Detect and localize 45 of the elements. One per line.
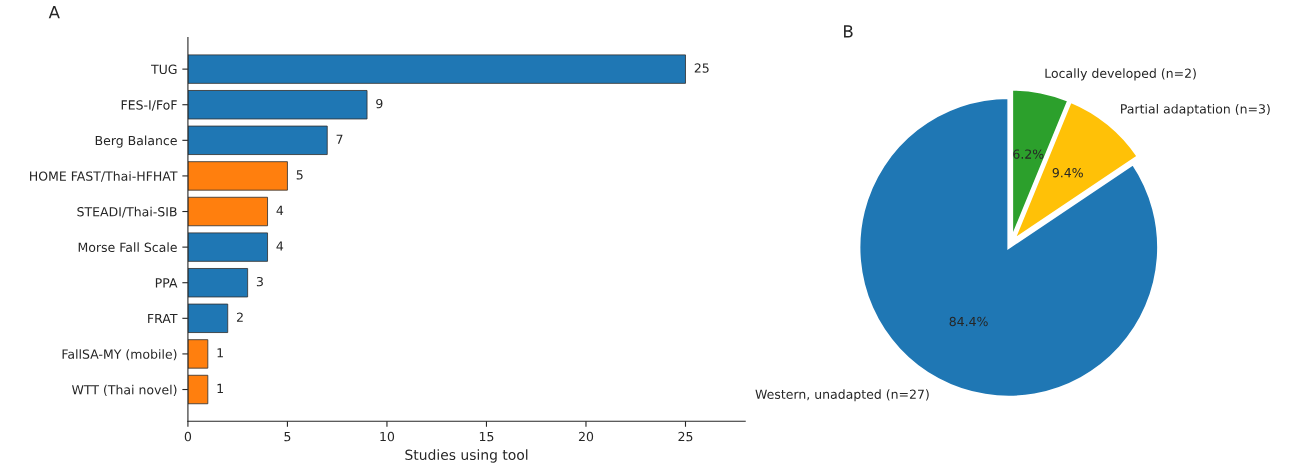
bar	[187, 161, 288, 191]
x-tick-label: 15	[479, 432, 494, 442]
data-label: 5	[296, 170, 303, 180]
bar	[187, 374, 209, 405]
bar	[187, 90, 368, 120]
slice-label: Locally developed (n=2)	[1045, 68, 1196, 81]
y-tick-label: Berg Balance	[95, 135, 177, 148]
data-label: 84.4%	[949, 316, 988, 327]
data-label: 9	[376, 98, 383, 109]
chart-title: B	[844, 25, 853, 38]
x-axis-title: Studies using tool	[405, 449, 528, 463]
bar	[187, 268, 249, 298]
bar	[187, 125, 328, 155]
data-label: 1	[217, 348, 223, 358]
data-label: 9.4%	[1052, 167, 1083, 178]
text: A	[48, 6, 60, 19]
x-tick-label: 0	[184, 431, 192, 442]
slice-label: Partial adaptation (n=3)	[1121, 103, 1270, 117]
y-tick-label: HOME FAST/Thai-HFHAT	[30, 171, 178, 182]
y-tick-label: FRAT	[148, 313, 178, 324]
y-tick-label: PPA	[155, 278, 178, 288]
data-label: 7	[336, 134, 343, 144]
data-label: 25	[694, 63, 709, 73]
y-tick-label: Morse Fall Scale	[78, 242, 177, 253]
data-label: 3	[256, 276, 263, 287]
bar	[187, 339, 209, 369]
x-tick-label: 10	[380, 431, 395, 442]
y-tick-label: FES-I/FoF	[121, 100, 177, 111]
x-tick-label: 5	[284, 432, 291, 442]
y-tick-label: WTT (Thai novel)	[71, 384, 177, 396]
bar	[187, 303, 229, 333]
y-tick-label: TUG	[151, 64, 177, 75]
bar	[187, 232, 268, 262]
bar	[187, 196, 268, 227]
data-label: 2	[236, 312, 243, 322]
y-tick-label: FallSA-MY (mobile)	[62, 349, 177, 361]
y-tick-label: STEADI/Thai-SIB	[77, 206, 177, 218]
slice-label: Western, unadapted (n=27)	[755, 389, 929, 402]
data-label: 4	[276, 205, 284, 215]
x-tick-label: 25	[678, 431, 693, 442]
x-tick-label: 20	[578, 431, 594, 442]
data-label: 6.2%	[1013, 149, 1044, 159]
bar	[187, 54, 686, 84]
data-label: 4	[276, 241, 284, 251]
data-label: 1	[217, 383, 223, 393]
